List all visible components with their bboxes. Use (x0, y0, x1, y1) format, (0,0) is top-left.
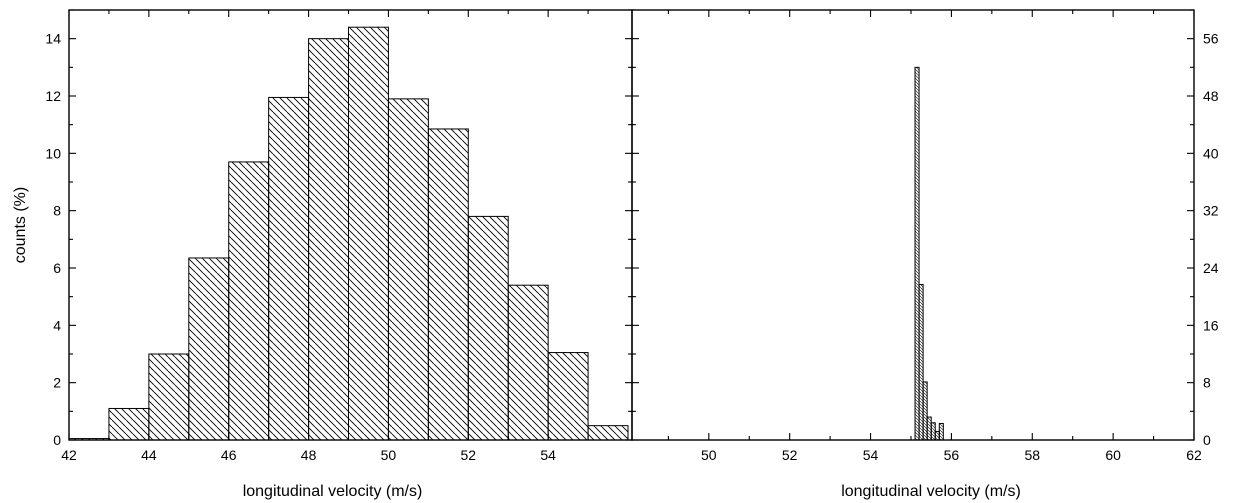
left-x-axis-label: longitudinal velocity (m/s) (243, 483, 423, 500)
right-x-tick-label: 58 (1024, 447, 1040, 463)
right-y-tick-label: 32 (1203, 203, 1219, 219)
y-axis-label: counts (%) (12, 187, 29, 263)
left-x-tick-label: 46 (221, 447, 237, 463)
left-histogram-bar (507, 284, 549, 441)
right-plot-frame (631, 9, 1195, 441)
left-y-tick-label: 8 (53, 203, 61, 219)
right-y-tick-label: 40 (1203, 145, 1219, 161)
left-histogram-bar (547, 352, 589, 441)
left-x-tick-label: 48 (301, 447, 317, 463)
right-histogram-bar (922, 381, 928, 441)
left-x-tick-label: 42 (61, 447, 77, 463)
right-y-tick-label: 16 (1203, 317, 1219, 333)
right-x-tick-label: 54 (863, 447, 879, 463)
left-histogram-bar (268, 96, 310, 441)
right-x-tick-label: 50 (701, 447, 717, 463)
left-histogram-bar (228, 161, 270, 441)
left-histogram-bar (427, 128, 469, 441)
left-x-tick-label: 44 (141, 447, 157, 463)
right-histogram-bar (926, 416, 932, 441)
left-y-tick-label: 2 (53, 375, 61, 391)
right-y-tick-label: 48 (1203, 88, 1219, 104)
left-histogram-bar (587, 425, 629, 441)
right-y-tick-label: 56 (1203, 31, 1219, 47)
right-histogram-bar (938, 423, 944, 441)
left-y-tick-label: 0 (53, 432, 61, 448)
right-x-axis-label: longitudinal velocity (m/s) (841, 483, 1021, 500)
left-histogram-bar (348, 26, 389, 441)
left-y-tick-label: 10 (45, 145, 61, 161)
left-y-tick-label: 6 (53, 260, 61, 276)
right-y-tick-label: 0 (1203, 432, 1211, 448)
right-x-tick-label: 62 (1186, 447, 1202, 463)
right-x-tick-label: 52 (782, 447, 798, 463)
right-histogram-bar (930, 422, 936, 441)
left-y-tick-label: 4 (53, 317, 61, 333)
right-histogram-panel: 50 52 54 56 58 60 620 8 16 24 32 40 48 56 longitudina… (631, 9, 1219, 500)
left-histogram-bar (387, 98, 429, 441)
left-histogram-bar (108, 407, 150, 441)
right-histogram-bar (914, 66, 920, 441)
left-histogram-bar (308, 38, 350, 441)
left-x-tick-label: 52 (461, 447, 477, 463)
right-histogram-bar (934, 430, 940, 441)
left-histogram-bar (188, 257, 230, 441)
left-y-tick-label: 12 (45, 88, 61, 104)
right-x-tick-label: 60 (1105, 447, 1121, 463)
left-histogram-bar (148, 353, 190, 441)
right-y-tick-label: 24 (1203, 260, 1219, 276)
left-x-tick-label: 50 (381, 447, 397, 463)
right-histogram-bar (918, 283, 924, 441)
left-histogram-bar (467, 215, 509, 441)
right-x-tick-label: 56 (944, 447, 960, 463)
right-y-tick-label: 8 (1203, 375, 1211, 391)
left-y-tick-label: 14 (45, 31, 61, 47)
left-x-tick-label: 54 (540, 447, 556, 463)
